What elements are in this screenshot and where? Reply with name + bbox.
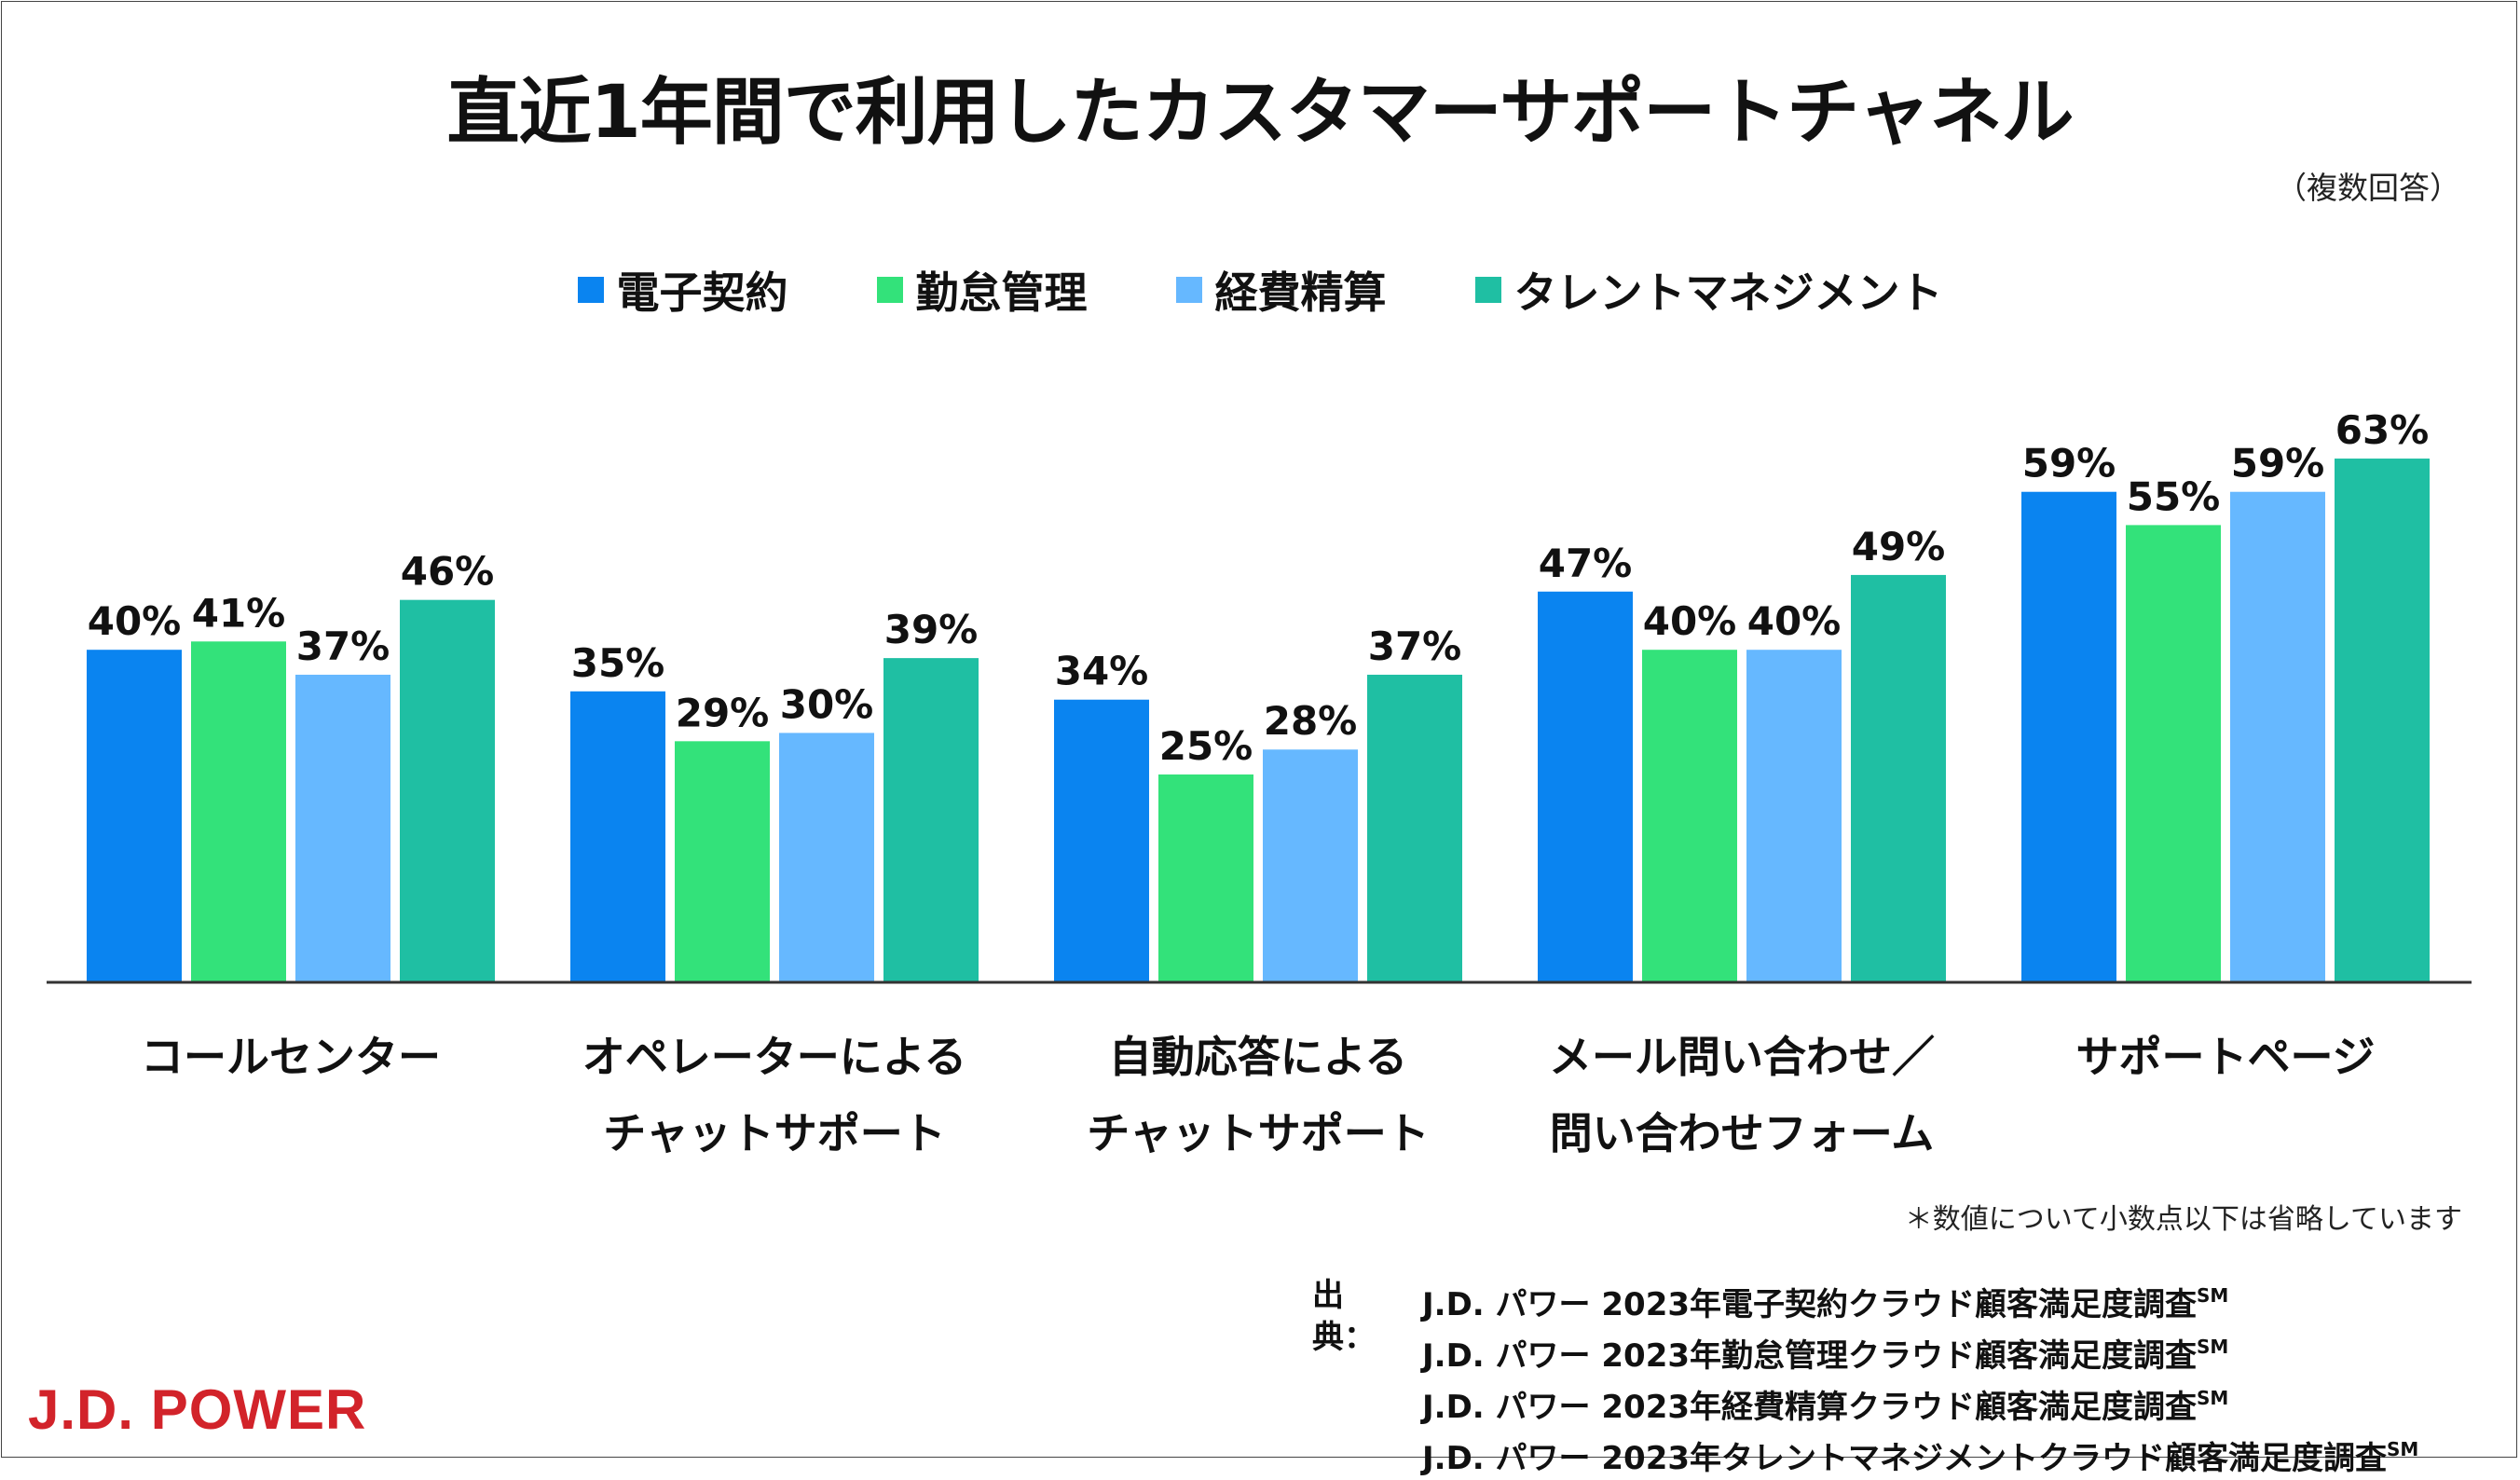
data-label: 35% bbox=[571, 640, 665, 686]
bar-attendance-5 bbox=[2126, 525, 2221, 982]
category-label: メール問い合わせ／ bbox=[1549, 1032, 1935, 1082]
legend-swatch bbox=[1175, 277, 1202, 303]
bar-talent-3 bbox=[1367, 674, 1462, 982]
source-lines: J.D. パワー 2023年電子契約クラウド顧客満足度調査SM J.D. パワー… bbox=[1422, 1275, 2418, 1480]
data-label: 39% bbox=[884, 607, 979, 652]
data-label: 37% bbox=[1368, 624, 1462, 669]
data-label: 49% bbox=[1852, 524, 1946, 569]
multiple-answer-note: （複数回答） bbox=[2276, 170, 2460, 206]
data-label: 59% bbox=[2022, 441, 2116, 486]
bar-e-contract-4 bbox=[1538, 591, 1633, 982]
data-label: 59% bbox=[2231, 441, 2325, 486]
source-label: 出典： bbox=[1312, 1277, 1376, 1356]
bar-attendance-4 bbox=[1642, 650, 1737, 982]
source-line: J.D. パワー 2023年経費精算クラウド顧客満足度調査SM bbox=[1422, 1387, 2229, 1426]
bar-e-contract-5 bbox=[2021, 491, 2116, 982]
category-label: チャットサポート bbox=[603, 1108, 946, 1158]
legend-label: 経費精算 bbox=[1214, 267, 1387, 318]
legend-swatch bbox=[1474, 277, 1501, 303]
jd-power-logo: J.D. POWER bbox=[28, 1378, 367, 1441]
bar-expense-5 bbox=[2230, 491, 2325, 982]
legend-item-attendance: 勤怠管理 bbox=[876, 259, 1088, 321]
data-label: 30% bbox=[780, 681, 874, 727]
category-label: チャットサポート bbox=[1087, 1108, 1430, 1158]
data-label: 55% bbox=[2127, 473, 2221, 519]
bar-e-contract-3 bbox=[1054, 699, 1149, 982]
legend-label: 勤怠管理 bbox=[915, 267, 1088, 318]
data-label: 47% bbox=[1539, 541, 1633, 586]
data-label: 41% bbox=[192, 590, 286, 636]
bar-e-contract-1 bbox=[87, 650, 182, 982]
data-label: 63% bbox=[2335, 407, 2430, 453]
bar-attendance-1 bbox=[191, 641, 286, 982]
bar-talent-1 bbox=[400, 599, 495, 982]
bar-expense-2 bbox=[779, 733, 874, 982]
category-label: 自動応答による bbox=[1109, 1032, 1408, 1082]
legend-item-talent: タレントマネジメント bbox=[1474, 259, 1943, 321]
bar-expense-4 bbox=[1746, 650, 1842, 982]
category-label: サポートページ bbox=[2075, 1032, 2375, 1082]
data-label: 28% bbox=[1264, 698, 1358, 744]
footnote: ＊数値について小数点以下は省略しています bbox=[1904, 1203, 2462, 1236]
legend: 電子契約 勤怠管理 経費精算 タレントマネジメント bbox=[0, 259, 2520, 321]
legend-label: 電子契約 bbox=[616, 267, 788, 318]
data-label: 40% bbox=[88, 598, 182, 644]
source-line: J.D. パワー 2023年勤怠管理クラウド顧客満足度調査SM bbox=[1422, 1336, 2229, 1375]
data-label: 37% bbox=[296, 624, 390, 669]
legend-item-expense: 経費精算 bbox=[1175, 259, 1387, 321]
chart-title: 直近1年間で利用したカスタマーサポートチャネル bbox=[446, 71, 2075, 155]
bar-talent-4 bbox=[1851, 574, 1946, 982]
bar-expense-1 bbox=[295, 674, 390, 982]
data-label: 40% bbox=[1747, 598, 1842, 644]
legend-item-e-contract: 電子契約 bbox=[577, 259, 788, 321]
bar-talent-2 bbox=[883, 658, 979, 982]
legend-swatch bbox=[577, 277, 604, 303]
bar-e-contract-2 bbox=[570, 691, 665, 982]
bar-expense-3 bbox=[1263, 749, 1358, 982]
legend-label: タレントマネジメント bbox=[1513, 267, 1943, 318]
bar-attendance-3 bbox=[1158, 774, 1253, 982]
source-line: J.D. パワー 2023年電子契約クラウド顧客満足度調査SM bbox=[1422, 1284, 2229, 1323]
source-line: J.D. パワー 2023年タレントマネジメントクラウド顧客満足度調査SM bbox=[1422, 1438, 2419, 1477]
legend-swatch bbox=[876, 277, 903, 303]
bar-talent-5 bbox=[2335, 459, 2430, 982]
category-label: コールセンター bbox=[141, 1032, 441, 1082]
category-label: 問い合わせフォーム bbox=[1550, 1108, 1935, 1158]
data-label: 25% bbox=[1159, 723, 1253, 769]
bar-attendance-2 bbox=[675, 741, 770, 982]
data-label: 29% bbox=[676, 690, 770, 735]
data-label: 40% bbox=[1643, 598, 1737, 644]
data-label: 46% bbox=[401, 549, 495, 595]
category-label: オペレーターによる bbox=[582, 1032, 967, 1082]
data-label: 34% bbox=[1055, 649, 1149, 694]
